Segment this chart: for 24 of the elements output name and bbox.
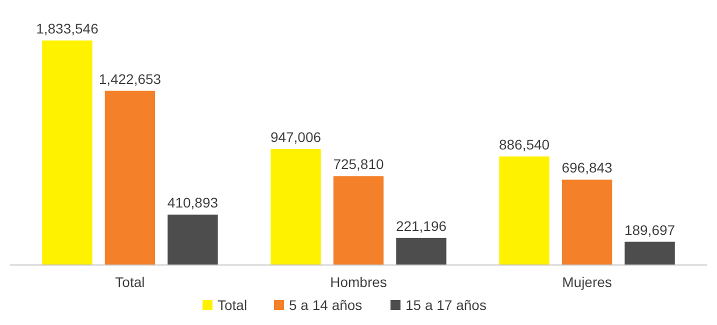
data-label: 221,196 — [396, 218, 447, 234]
x-tick-label: Mujeres — [562, 274, 612, 290]
bar — [396, 238, 446, 265]
x-tick-label: Hombres — [330, 274, 387, 290]
data-label: 1,422,653 — [98, 70, 162, 87]
data-label: 886,540 — [498, 136, 550, 152]
bar — [499, 156, 550, 265]
data-label: 1,833,546 — [36, 20, 99, 36]
bar — [624, 242, 675, 265]
legend-label: 15 a 17 años — [406, 297, 486, 313]
data-label: 696,843 — [562, 160, 613, 176]
x-tick-label: Total — [115, 274, 145, 290]
data-label: 725,810 — [333, 156, 384, 172]
legend-label: 5 a 14 años — [289, 297, 362, 313]
bar — [333, 176, 384, 265]
bar — [562, 180, 612, 265]
data-label: 189,697 — [624, 222, 676, 238]
data-label: 410,893 — [167, 194, 218, 211]
bar — [168, 214, 218, 265]
legend-label: Total — [218, 297, 248, 313]
data-label: 947,006 — [270, 129, 322, 146]
bar — [270, 149, 321, 265]
bar — [42, 40, 92, 265]
bar — [104, 90, 156, 265]
